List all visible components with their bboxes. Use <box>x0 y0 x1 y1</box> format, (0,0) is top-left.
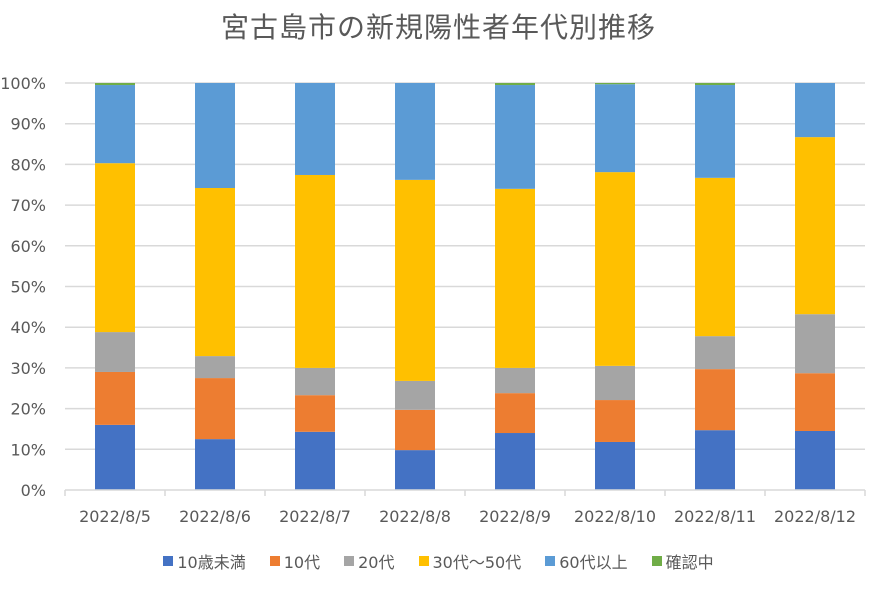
y-tick-label: 0% <box>21 481 46 500</box>
bar-segment-2022-8-6-s0 <box>195 439 235 490</box>
legend-label: 10歳未満 <box>177 553 246 572</box>
bar-segment-2022-8-12-s1 <box>795 373 835 431</box>
legend-item: 60代以上 <box>545 549 628 573</box>
bar-segment-2022-8-6-s3 <box>195 188 235 357</box>
bar-segment-2022-8-11-s5 <box>695 83 735 86</box>
bar-segment-2022-8-5-s5 <box>95 83 135 86</box>
legend-label: 確認中 <box>665 553 714 572</box>
y-tick-label: 90% <box>10 115 46 134</box>
y-tick-label: 50% <box>10 278 46 297</box>
y-axis-ticks: 0% 10% 20% 30% 40% 50% 60% 70% 80% 90% 100% <box>0 74 46 500</box>
bar-segment-2022-8-6-s4 <box>195 83 235 189</box>
bar-segment-2022-8-8-s1 <box>395 409 435 451</box>
y-tick-label: 30% <box>10 359 46 378</box>
bar-segment-2022-8-6-s1 <box>195 378 235 440</box>
x-tick-label: 2022/8/9 <box>479 507 551 526</box>
bar-segment-2022-8-7-s2 <box>295 367 335 396</box>
legend-swatch <box>651 556 662 566</box>
legend-label: 60代以上 <box>559 553 628 572</box>
y-tick-label: 70% <box>10 196 46 215</box>
bar-segment-2022-8-7-s3 <box>295 174 335 368</box>
x-tick-label: 2022/8/11 <box>674 507 756 526</box>
bar-segment-2022-8-12-s3 <box>795 137 835 315</box>
legend-item: 10代 <box>269 549 321 573</box>
y-tick-label: 10% <box>10 440 46 459</box>
legend-label: 10代 <box>283 553 321 572</box>
bar-segment-2022-8-7-s1 <box>295 395 335 432</box>
legend-swatch <box>163 556 174 566</box>
bar-segment-2022-8-10-s0 <box>595 441 635 490</box>
bar-segment-2022-8-8-s4 <box>395 83 435 180</box>
legend-label: 30代～50代 <box>432 553 522 572</box>
bars <box>95 83 835 490</box>
bar-segment-2022-8-8-s0 <box>395 450 435 490</box>
y-tick-label: 60% <box>10 237 46 256</box>
x-axis: 2022/8/5 2022/8/6 2022/8/7 2022/8/8 2022/8/9… <box>64 489 866 526</box>
bar-segment-2022-8-10-s3 <box>595 172 635 366</box>
bar-segment-2022-8-5-s2 <box>95 332 135 372</box>
bar-segment-2022-8-9-s1 <box>495 393 535 434</box>
bar-segment-2022-8-5-s4 <box>95 85 135 164</box>
bar-segment-2022-8-5-s1 <box>95 371 135 425</box>
x-tick-label: 2022/8/8 <box>379 507 451 526</box>
legend-item: 30代～50代 <box>418 549 522 573</box>
stacked-bar-chart: 0% 10% 20% 30% 40% 50% 60% 70% 80% 90% 100% 2022/8… <box>0 74 866 526</box>
bar-segment-2022-8-9-s0 <box>495 433 535 490</box>
bar-segment-2022-8-10-s5 <box>595 83 635 85</box>
bar-segment-2022-8-11-s0 <box>695 430 735 490</box>
bar-segment-2022-8-8-s2 <box>395 380 435 410</box>
legend-item: 確認中 <box>651 549 714 573</box>
legend-swatch <box>545 556 556 566</box>
bar-segment-2022-8-7-s4 <box>295 83 335 175</box>
bar-segment-2022-8-8-s3 <box>395 179 435 381</box>
legend: 10歳未満 10代 20代 30代～50代 60代以上 確認中 <box>0 549 877 573</box>
bar-segment-2022-8-10-s4 <box>595 84 635 173</box>
x-tick-label: 2022/8/7 <box>279 507 351 526</box>
legend-swatch <box>418 556 429 566</box>
bar-segment-2022-8-10-s2 <box>595 365 635 401</box>
y-tick-label: 100% <box>0 74 46 93</box>
bar-segment-2022-8-7-s0 <box>295 431 335 490</box>
bar-segment-2022-8-11-s2 <box>695 336 735 370</box>
bar-segment-2022-8-5-s0 <box>95 424 135 490</box>
gridlines <box>65 82 865 451</box>
legend-label: 20代 <box>358 553 395 572</box>
bar-segment-2022-8-11-s1 <box>695 369 735 431</box>
bar-segment-2022-8-6-s2 <box>195 356 235 379</box>
bar-segment-2022-8-5-s3 <box>95 163 135 333</box>
bar-segment-2022-8-9-s3 <box>495 188 535 368</box>
bar-segment-2022-8-11-s4 <box>695 85 735 178</box>
y-tick-label: 80% <box>10 155 46 174</box>
x-tick-label: 2022/8/5 <box>79 507 151 526</box>
bar-segment-2022-8-11-s3 <box>695 177 735 337</box>
bar-segment-2022-8-9-s5 <box>495 83 535 86</box>
legend-swatch <box>269 556 280 566</box>
y-tick-label: 20% <box>10 400 46 419</box>
bar-segment-2022-8-12-s0 <box>795 430 835 490</box>
legend-item: 20代 <box>344 549 395 573</box>
legend-swatch <box>344 556 355 566</box>
x-tick-label: 2022/8/10 <box>574 507 656 526</box>
bar-segment-2022-8-10-s1 <box>595 400 635 442</box>
y-tick-label: 40% <box>10 318 46 337</box>
x-tick-label: 2022/8/12 <box>774 507 856 526</box>
x-tick-label: 2022/8/6 <box>179 507 251 526</box>
chart-title: 宮古島市の新規陽性者年代別推移 <box>220 11 656 44</box>
bar-segment-2022-8-9-s4 <box>495 85 535 189</box>
bar-segment-2022-8-9-s2 <box>495 367 535 394</box>
legend-item: 10歳未満 <box>163 549 246 573</box>
bar-segment-2022-8-12-s4 <box>795 83 835 138</box>
bar-segment-2022-8-12-s2 <box>795 314 835 374</box>
